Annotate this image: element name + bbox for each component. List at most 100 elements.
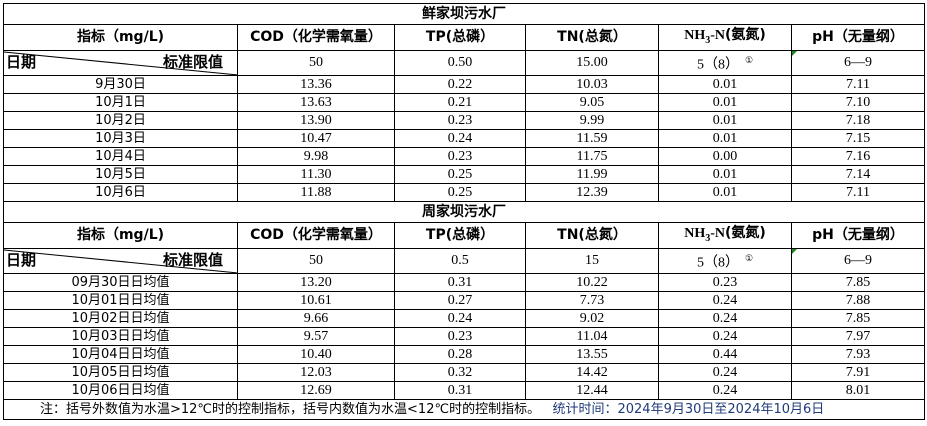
tn-cell: 14.42	[525, 363, 659, 382]
cod-header: COD（化学需氧量）	[237, 24, 395, 51]
table-row: 10月03日日均值 9.57 0.23 11.04 0.24 7.97	[3, 327, 926, 346]
note-row: 注：括号外数值为水温>12℃时的控制指标，括号内数值为水温<12℃时的控制指标。…	[2, 399, 926, 420]
standard-tp: 0.5	[394, 248, 526, 274]
date-cell: 9月30日	[3, 75, 238, 94]
header-label: pH（无量纲）	[812, 29, 904, 45]
nh3n-cell: 0.01	[658, 129, 792, 148]
ph-cell: 7.85	[790, 309, 926, 328]
table-row: 10月6日 11.88 0.25 12.39 0.01 7.11	[3, 183, 926, 202]
ph-cell: 7.93	[790, 345, 926, 364]
header-label: TN(总氮）	[557, 227, 627, 243]
diagonal-line	[4, 51, 237, 75]
tp-cell: 0.25	[394, 183, 526, 202]
tn-cell: 10.22	[525, 273, 659, 292]
table-row: 10月06日日均值 12.69 0.31 12.44 0.24 8.01	[3, 381, 926, 400]
diagonal-header-cell: 日期 标准限值	[3, 50, 238, 76]
standard-nh3n: 5（8） ①	[658, 248, 792, 274]
standard-value: 50	[309, 253, 323, 268]
ph-cell: 7.85	[790, 273, 926, 292]
standard-value: 15.00	[576, 55, 608, 70]
standard-value: 5（8）	[696, 255, 739, 271]
tn-cell: 10.03	[525, 75, 659, 94]
comment-marker-icon	[792, 249, 797, 254]
cod-cell: 9.57	[237, 327, 395, 346]
standard-value: 50	[309, 55, 323, 70]
table-row: 10月02日日均值 9.66 0.24 9.02 0.24 7.85	[3, 309, 926, 328]
tn-cell: 11.75	[525, 147, 659, 166]
date-cell: 10月4日	[3, 147, 238, 166]
ph-cell: 7.91	[790, 363, 926, 382]
tp-cell: 0.32	[394, 363, 526, 382]
standard-value: 15	[585, 253, 599, 268]
tp-cell: 0.23	[394, 327, 526, 346]
header-label: TP(总磷）	[425, 29, 495, 45]
table-row: 10月04日日均值 10.40 0.28 13.55 0.44 7.93	[3, 345, 926, 364]
tp-header: TP(总磷）	[394, 24, 526, 51]
ph-cell: 7.10	[790, 93, 926, 112]
tn-header: TN(总氮）	[525, 222, 659, 249]
table-row: 10月05日日均值 12.03 0.32 14.42 0.24 7.91	[3, 363, 926, 382]
tn-cell: 13.55	[525, 345, 659, 364]
date-cell: 10月1日	[3, 93, 238, 112]
plant-title-row: 鲜家坝污水厂	[2, 3, 926, 25]
header-label: 指标（mg/L)	[76, 227, 165, 243]
header-row: 指标（mg/L) COD（化学需氧量） TP(总磷） TN(总氮） NH3-N(氨氮) p…	[3, 24, 926, 51]
table-row: 9月30日 13.36 0.22 10.03 0.01 7.11	[3, 75, 926, 94]
table-row: 09月30日日均值 13.20 0.31 10.22 0.23 7.85	[3, 273, 926, 292]
nh3n-header: NH3-N(氨氮)	[658, 24, 792, 51]
date-cell: 10月02日日均值	[3, 309, 238, 328]
tp-cell: 0.24	[394, 309, 526, 328]
plant-title: 鲜家坝污水厂	[2, 3, 926, 25]
cod-cell: 9.98	[237, 147, 395, 166]
tp-cell: 0.31	[394, 273, 526, 292]
tp-cell: 0.28	[394, 345, 526, 364]
standard-value: 0.50	[447, 55, 473, 70]
ph-cell: 7.14	[790, 165, 926, 184]
cod-cell: 9.66	[237, 309, 395, 328]
tn-cell: 11.99	[525, 165, 659, 184]
table-row: 10月4日 9.98 0.23 11.75 0.00 7.16	[3, 147, 926, 166]
tp-cell: 0.23	[394, 111, 526, 130]
diagonal-line	[4, 249, 237, 273]
ph-cell: 7.15	[790, 129, 926, 148]
date-cell: 10月03日日均值	[3, 327, 238, 346]
table-row: 10月1日 13.63 0.21 9.05 0.01 7.10	[3, 93, 926, 112]
ph-cell: 7.16	[790, 147, 926, 166]
date-label: 日期	[6, 53, 37, 71]
footnote-mark: ①	[744, 55, 754, 66]
nh3n-cell: 0.01	[658, 75, 792, 94]
standard-tn: 15.00	[525, 50, 659, 76]
cod-cell: 12.03	[237, 363, 395, 382]
ph-header: pH（无量纲）	[790, 222, 926, 249]
diagonal-header-cell: 日期 标准限值	[3, 248, 238, 274]
cod-cell: 12.69	[237, 381, 395, 400]
nh3n-cell: 0.44	[658, 345, 792, 364]
indicator-header: 指标（mg/L)	[3, 24, 238, 51]
header-label: TN(总氮）	[557, 29, 627, 45]
header-label: TP(总磷）	[425, 227, 495, 243]
indicator-header: 指标（mg/L)	[3, 222, 238, 249]
cod-header: COD（化学需氧量）	[237, 222, 395, 249]
nh3n-cell: 0.24	[658, 381, 792, 400]
tp-cell: 0.31	[394, 381, 526, 400]
ph-cell: 7.97	[790, 327, 926, 346]
date-cell: 10月2日	[3, 111, 238, 130]
date-cell: 10月05日日均值	[3, 363, 238, 382]
date-cell: 10月3日	[3, 129, 238, 148]
standard-cod: 50	[237, 50, 395, 76]
nh3n-cell: 0.24	[658, 309, 792, 328]
date-label: 日期	[6, 251, 37, 269]
footnote-mark: ①	[744, 253, 754, 264]
standard-value: 0.5	[451, 253, 469, 268]
table-row: 10月5日 11.30 0.25 11.99 0.01 7.14	[3, 165, 926, 184]
nh3n-cell: 0.01	[658, 165, 792, 184]
tn-cell: 12.39	[525, 183, 659, 202]
tn-cell: 11.04	[525, 327, 659, 346]
standard-cod: 50	[237, 248, 395, 274]
nh3n-cell: 0.00	[658, 147, 792, 166]
comment-marker-icon	[792, 51, 797, 56]
standard-nh3n: 5（8） ①	[658, 50, 792, 76]
header-label: pH（无量纲）	[812, 227, 904, 243]
date-cell: 10月06日日均值	[3, 381, 238, 400]
table-row: 10月01日日均值 10.61 0.27 7.73 0.24 7.88	[3, 291, 926, 310]
